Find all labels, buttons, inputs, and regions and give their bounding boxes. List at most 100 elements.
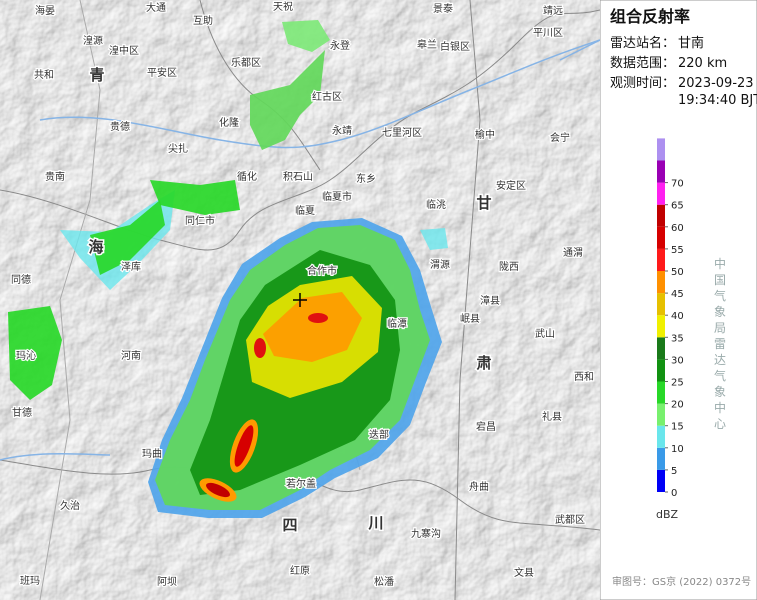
- place-label: 陇西: [499, 260, 519, 273]
- station-value: 甘南: [678, 35, 704, 51]
- panel-title: 组合反射率: [610, 7, 690, 26]
- place-label: 河南: [121, 349, 141, 362]
- echo-area: [150, 180, 240, 215]
- place-label: 循化: [237, 170, 257, 183]
- place-label: 景泰: [433, 2, 453, 15]
- scale-label: 35: [671, 333, 684, 344]
- place-label: 会宁: [550, 131, 570, 144]
- scale-block: [657, 204, 665, 227]
- credit-char: 气: [714, 368, 726, 383]
- scale-label: 65: [671, 201, 684, 212]
- place-label: 红古区: [312, 90, 342, 103]
- scale-block: [657, 403, 665, 426]
- place-label: 若尔盖: [286, 477, 316, 490]
- echo-core: [254, 338, 266, 358]
- region-label: 青: [89, 66, 104, 84]
- place-label: 尖扎: [168, 142, 188, 155]
- station-label: 雷达站名：: [610, 35, 675, 51]
- region-label: 甘: [476, 194, 491, 212]
- scale-label: 55: [671, 245, 684, 256]
- place-label: 贵德: [110, 120, 130, 133]
- credit-char: 象: [714, 385, 726, 399]
- time-date: 2023-09-23: [678, 76, 754, 91]
- scale-label: 40: [671, 311, 684, 322]
- place-label: 同仁市: [185, 214, 215, 227]
- credit-char: 国: [714, 273, 726, 287]
- legend-unit: dBZ: [656, 508, 679, 521]
- scale-block: [657, 226, 665, 249]
- scale-block: [657, 469, 665, 492]
- echo-area: [263, 292, 362, 362]
- scale-block: [657, 337, 665, 360]
- scale-label: 30: [671, 355, 684, 366]
- credit-char: 雷: [714, 337, 726, 351]
- place-label: 白银区: [440, 40, 470, 53]
- place-label: 安定区: [496, 179, 526, 192]
- scale-block: [657, 425, 665, 448]
- echo-core: [206, 482, 230, 498]
- place-label: 大通: [146, 1, 166, 14]
- place-label: 松潘: [374, 575, 394, 588]
- place-label: 武都区: [555, 513, 585, 526]
- scale-block: [657, 315, 665, 338]
- place-label: 七里河区: [382, 127, 422, 139]
- echo-area: [90, 200, 165, 275]
- scale-block: [657, 271, 665, 294]
- time-clock: 19:34:40 BJT: [678, 93, 757, 108]
- place-label: 迭部: [369, 428, 389, 441]
- place-label: 临夏市: [322, 190, 352, 203]
- place-label: 岷县: [460, 313, 480, 325]
- scale-label: 10: [671, 444, 684, 455]
- place-label: 皋兰: [417, 38, 437, 51]
- region-label: 肃: [476, 354, 491, 372]
- scale-block: [657, 293, 665, 316]
- scale-block: [657, 248, 665, 271]
- place-label: 泽库: [121, 260, 141, 273]
- radar-site: [293, 293, 307, 307]
- info-panel: 组合反射率 雷达站名： 甘南 数据范围： 220 km 观测时间： 2023-0…: [600, 0, 757, 600]
- place-label: 化隆: [219, 116, 239, 129]
- place-label: 互助: [193, 14, 213, 27]
- rivers: [0, 39, 600, 461]
- place-label: 平川区: [533, 27, 563, 39]
- credit-char: 象: [714, 305, 726, 319]
- scale-label: 25: [671, 378, 684, 389]
- place-label: 天祝: [273, 0, 293, 13]
- scale-label: 20: [671, 400, 684, 411]
- place-label: 甘德: [12, 406, 32, 419]
- place-label: 班玛: [20, 575, 40, 587]
- credit-char: 达: [714, 353, 726, 367]
- scale-block: [657, 359, 665, 382]
- echo-core: [234, 425, 254, 467]
- time-label: 观测时间：: [610, 76, 675, 91]
- region-label: 川: [367, 514, 383, 532]
- place-label: 临潭: [387, 317, 407, 330]
- scale-block: [657, 182, 665, 205]
- scale-block: [657, 381, 665, 404]
- region-label: 四: [282, 516, 297, 534]
- credit-char: 局: [714, 321, 726, 335]
- scale-label: 60: [671, 223, 684, 234]
- scale-label: 0: [671, 488, 677, 499]
- place-label: 临夏: [295, 204, 315, 217]
- place-label: 玛曲: [142, 448, 162, 460]
- place-label: 乐都区: [231, 57, 261, 69]
- credit-char: 心: [714, 417, 726, 431]
- place-label: 宕昌: [476, 420, 496, 433]
- echo-area: [250, 50, 325, 150]
- scale-label: 50: [671, 267, 684, 278]
- echo-area: [420, 228, 448, 250]
- scale-label: 45: [671, 289, 684, 300]
- region-label: 海: [88, 238, 103, 256]
- place-label: 通渭: [563, 247, 583, 259]
- range-label: 数据范围：: [610, 56, 675, 71]
- scale-block: [657, 138, 665, 161]
- scale-block: [657, 160, 665, 183]
- place-label: 靖远: [543, 4, 563, 17]
- place-label: 同德: [11, 273, 31, 286]
- place-label: 阿坝: [157, 576, 177, 588]
- place-label: 红原: [290, 564, 310, 577]
- place-label: 合作市: [307, 264, 337, 277]
